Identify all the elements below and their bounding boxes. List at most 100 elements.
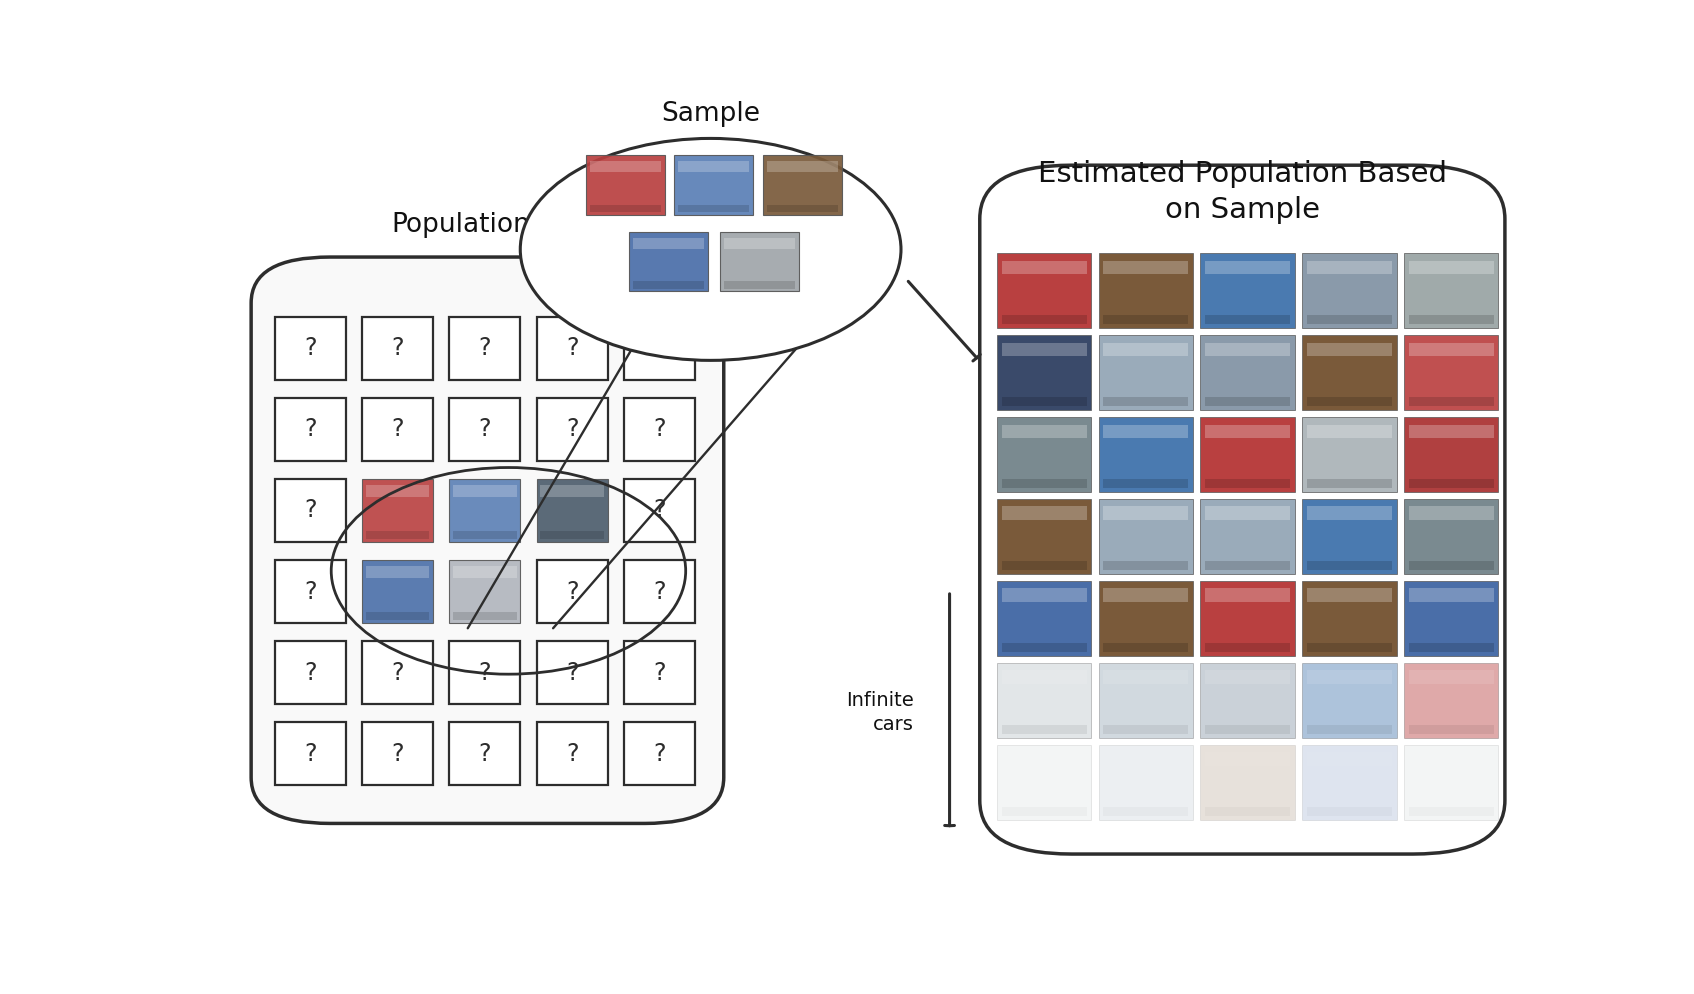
Text: ?: ? bbox=[654, 498, 666, 523]
FancyBboxPatch shape bbox=[537, 479, 608, 542]
Bar bbox=[537, 317, 608, 380]
Text: Infinite
cars: Infinite cars bbox=[847, 691, 915, 734]
Bar bbox=[366, 612, 429, 620]
FancyBboxPatch shape bbox=[1303, 499, 1396, 574]
Text: ?: ? bbox=[566, 580, 578, 603]
FancyBboxPatch shape bbox=[1303, 335, 1396, 411]
Bar bbox=[1408, 670, 1494, 684]
Bar bbox=[590, 205, 661, 212]
Bar bbox=[1103, 588, 1189, 601]
FancyBboxPatch shape bbox=[1404, 745, 1497, 820]
Bar bbox=[1001, 670, 1086, 684]
FancyBboxPatch shape bbox=[586, 155, 664, 215]
Bar bbox=[1408, 752, 1494, 765]
Bar bbox=[1001, 479, 1086, 488]
Bar bbox=[1306, 752, 1392, 765]
Bar bbox=[1204, 562, 1291, 571]
Bar bbox=[1306, 260, 1392, 274]
Bar bbox=[1306, 807, 1392, 816]
Bar bbox=[1001, 562, 1086, 571]
FancyBboxPatch shape bbox=[996, 335, 1091, 411]
FancyBboxPatch shape bbox=[996, 253, 1091, 328]
Bar bbox=[1001, 588, 1086, 601]
Bar bbox=[634, 281, 705, 288]
Bar bbox=[1001, 807, 1086, 816]
Bar bbox=[1001, 506, 1086, 520]
FancyBboxPatch shape bbox=[996, 417, 1091, 492]
Bar bbox=[1306, 725, 1392, 734]
FancyBboxPatch shape bbox=[449, 561, 520, 623]
Bar bbox=[1103, 424, 1189, 438]
Text: ?: ? bbox=[566, 417, 578, 441]
Bar bbox=[1001, 315, 1086, 324]
FancyBboxPatch shape bbox=[1201, 335, 1294, 411]
Bar bbox=[1408, 315, 1494, 324]
Bar bbox=[767, 161, 839, 172]
Bar bbox=[449, 723, 520, 785]
FancyBboxPatch shape bbox=[1404, 499, 1497, 574]
FancyBboxPatch shape bbox=[1099, 745, 1193, 820]
Text: Estimated Population Based
on Sample: Estimated Population Based on Sample bbox=[1038, 160, 1447, 225]
Bar bbox=[723, 281, 794, 288]
Bar bbox=[1103, 725, 1189, 734]
Bar bbox=[1103, 398, 1189, 407]
Bar bbox=[1306, 424, 1392, 438]
Bar bbox=[274, 723, 346, 785]
Bar bbox=[1204, 807, 1291, 816]
FancyBboxPatch shape bbox=[1099, 663, 1193, 738]
Text: ?: ? bbox=[391, 742, 403, 765]
Bar bbox=[1103, 752, 1189, 765]
FancyBboxPatch shape bbox=[1201, 417, 1294, 492]
Bar bbox=[1103, 315, 1189, 324]
Bar bbox=[1306, 343, 1392, 356]
Bar bbox=[1103, 343, 1189, 356]
Bar bbox=[1408, 343, 1494, 356]
Bar bbox=[540, 485, 605, 497]
FancyBboxPatch shape bbox=[1201, 745, 1294, 820]
Bar bbox=[1204, 479, 1291, 488]
Bar bbox=[634, 238, 705, 248]
Bar bbox=[678, 161, 749, 172]
Bar bbox=[449, 641, 520, 704]
Bar bbox=[449, 317, 520, 380]
FancyBboxPatch shape bbox=[996, 499, 1091, 574]
Bar bbox=[1408, 725, 1494, 734]
Bar bbox=[1306, 670, 1392, 684]
Bar bbox=[1204, 752, 1291, 765]
Bar bbox=[1001, 398, 1086, 407]
Bar bbox=[1001, 725, 1086, 734]
Text: ?: ? bbox=[654, 580, 666, 603]
Bar bbox=[1204, 588, 1291, 601]
Text: ?: ? bbox=[479, 417, 491, 441]
Bar bbox=[1001, 260, 1086, 274]
Bar bbox=[1408, 588, 1494, 601]
Text: Population: Population bbox=[391, 212, 530, 238]
Bar bbox=[623, 479, 695, 542]
FancyBboxPatch shape bbox=[1201, 499, 1294, 574]
Bar bbox=[1103, 807, 1189, 816]
Bar bbox=[363, 723, 434, 785]
FancyBboxPatch shape bbox=[1303, 745, 1396, 820]
Bar bbox=[1306, 562, 1392, 571]
FancyBboxPatch shape bbox=[363, 479, 434, 542]
Bar bbox=[366, 567, 429, 578]
Bar bbox=[623, 641, 695, 704]
Bar bbox=[623, 398, 695, 460]
Bar bbox=[1306, 643, 1392, 652]
FancyBboxPatch shape bbox=[762, 155, 842, 215]
Bar bbox=[537, 723, 608, 785]
FancyBboxPatch shape bbox=[996, 663, 1091, 738]
Bar bbox=[1103, 670, 1189, 684]
FancyBboxPatch shape bbox=[449, 479, 520, 542]
Bar bbox=[1408, 643, 1494, 652]
Bar bbox=[537, 641, 608, 704]
FancyBboxPatch shape bbox=[1404, 580, 1497, 656]
Bar bbox=[1306, 588, 1392, 601]
Bar bbox=[1408, 807, 1494, 816]
Bar bbox=[1001, 752, 1086, 765]
Bar bbox=[452, 531, 517, 539]
Bar bbox=[723, 238, 794, 248]
Bar bbox=[363, 317, 434, 380]
FancyBboxPatch shape bbox=[1201, 663, 1294, 738]
Bar bbox=[1306, 506, 1392, 520]
